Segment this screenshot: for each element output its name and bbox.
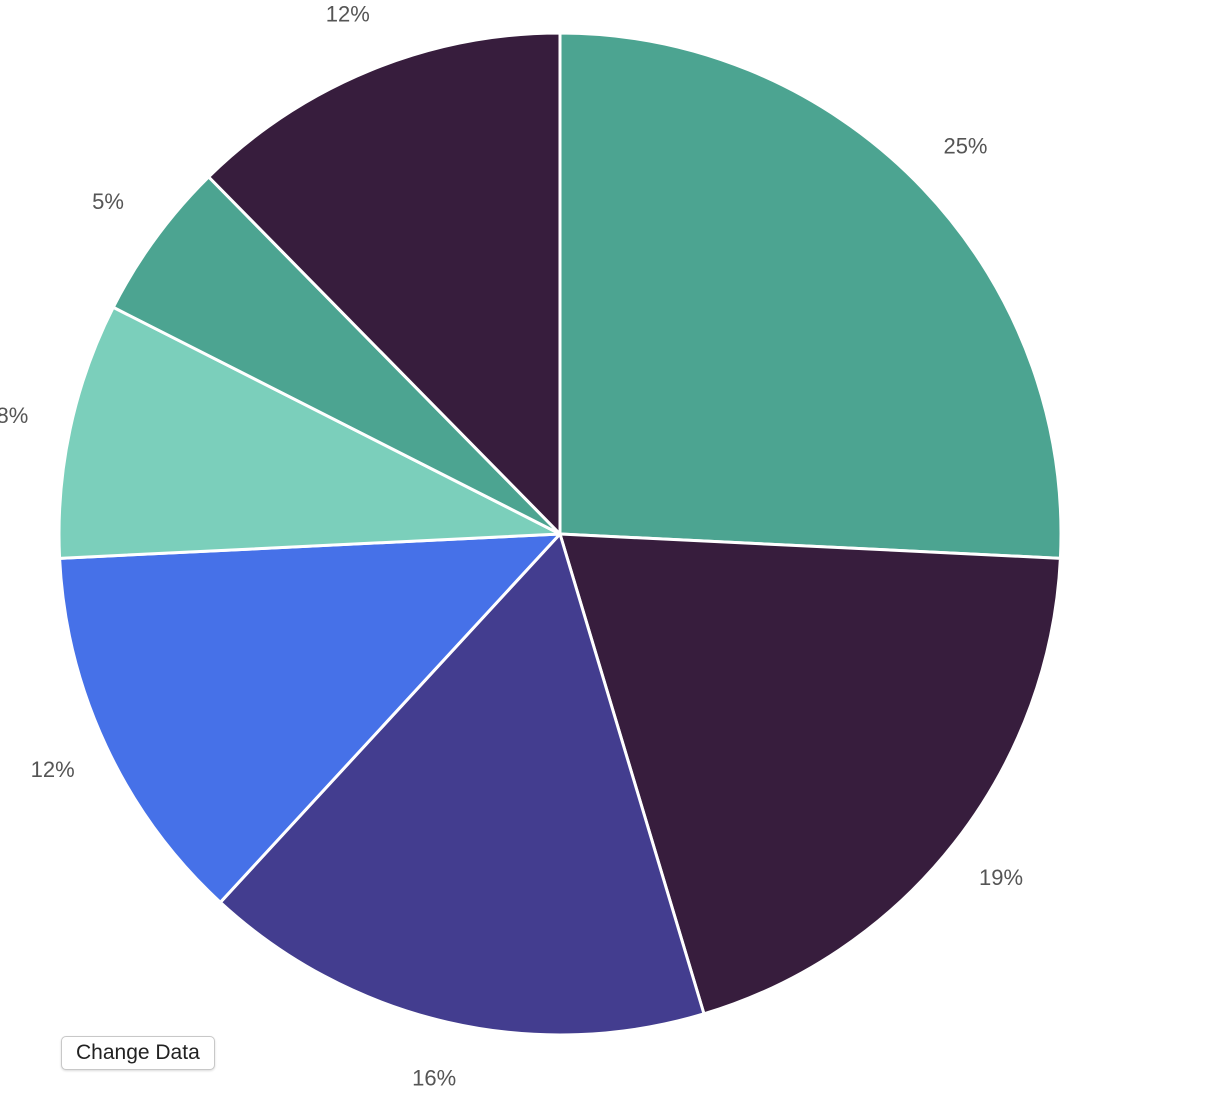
pie-slice-1 bbox=[558, 31, 1063, 560]
pie-slice-label-6: 5% bbox=[92, 189, 124, 214]
pie-slices bbox=[57, 31, 1063, 1037]
pie-slice-label-5: 8% bbox=[0, 403, 28, 428]
change-data-button[interactable]: Change Data bbox=[61, 1036, 215, 1070]
pie-slice-7 bbox=[207, 31, 562, 536]
pie-slice-2 bbox=[558, 532, 1062, 1016]
pie-slice-5 bbox=[57, 305, 562, 560]
pie-slice-label-1: 25% bbox=[943, 134, 987, 159]
pie-slice-label-7: 12% bbox=[326, 2, 370, 27]
pie-slice-4 bbox=[58, 532, 562, 904]
pie-slice-3 bbox=[218, 532, 706, 1037]
pie-slice-label-2: 19% bbox=[979, 865, 1023, 890]
pie-slice-label-4: 12% bbox=[31, 757, 75, 782]
pie-slice-label-3: 16% bbox=[412, 1065, 456, 1090]
pie-labels: 25% 19% 16% 12% 8% 5% 12% bbox=[0, 2, 1023, 1091]
pie-slice-6 bbox=[111, 175, 562, 536]
